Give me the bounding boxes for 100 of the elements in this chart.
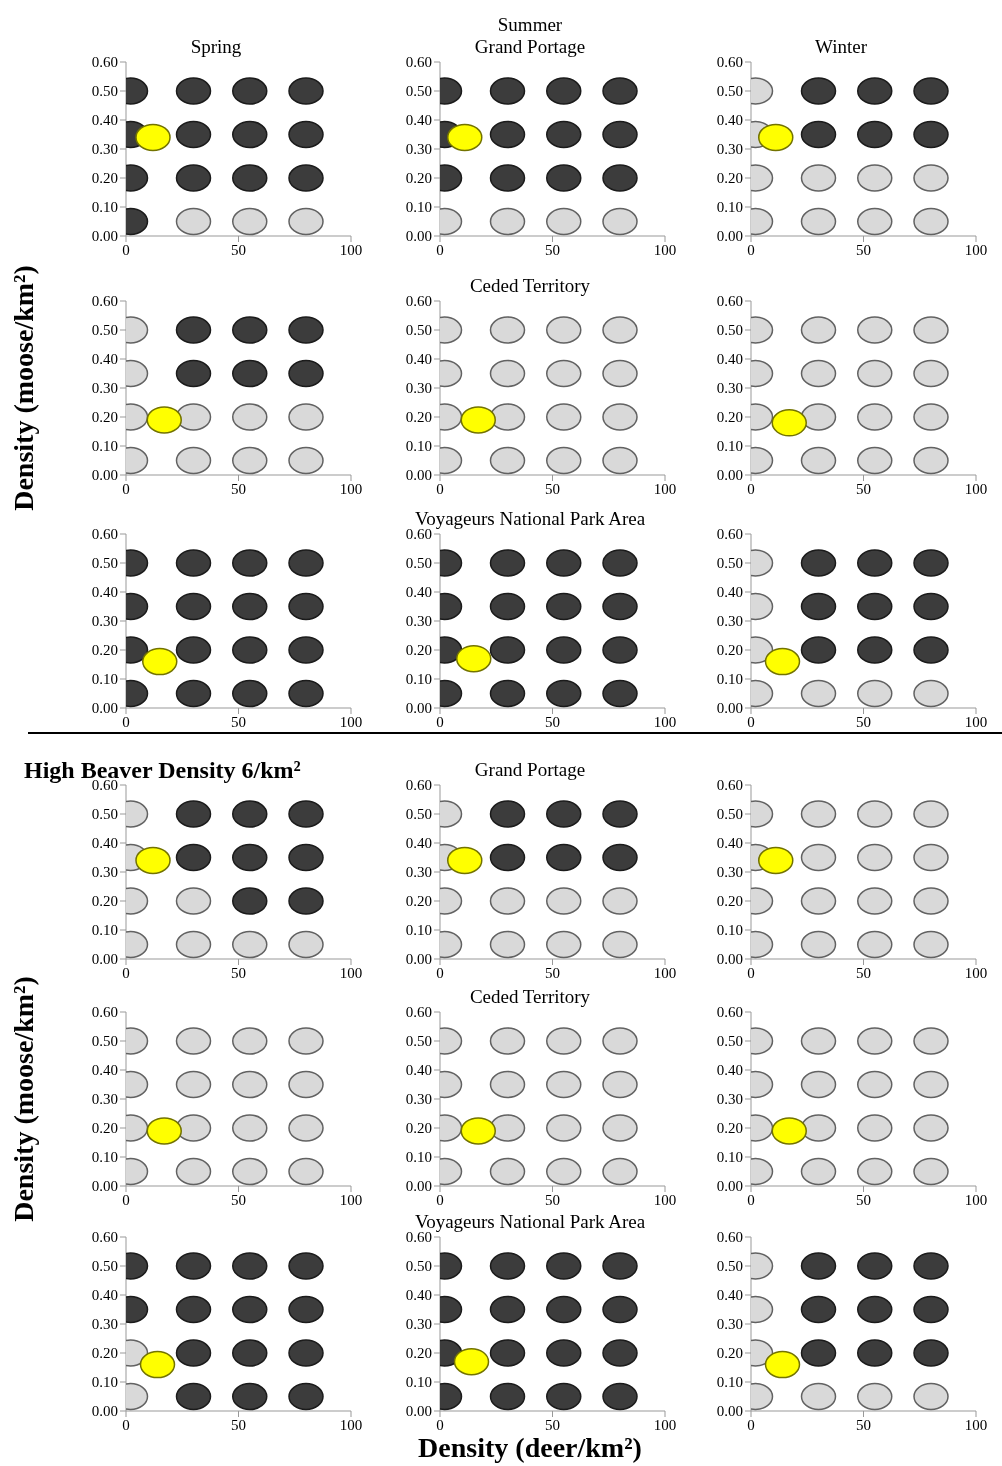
point xyxy=(175,1114,212,1142)
y-axis-title: Density (moose/km²) xyxy=(8,976,39,1222)
point xyxy=(857,636,893,664)
point xyxy=(602,120,638,149)
point xyxy=(546,316,582,344)
point xyxy=(232,1027,268,1055)
y-tick-label: 0.40 xyxy=(91,1287,118,1304)
point xyxy=(857,77,893,105)
y-tick-label: 0.40 xyxy=(405,584,432,601)
point xyxy=(288,1027,324,1055)
x-tick-label: 100 xyxy=(653,480,677,497)
x-tick-label: 50 xyxy=(231,964,246,981)
point xyxy=(857,1252,893,1280)
point xyxy=(175,843,212,872)
point xyxy=(288,446,324,475)
x-tick-label: 0 xyxy=(122,480,130,497)
point xyxy=(800,1157,837,1186)
x-tick-label: 0 xyxy=(747,1191,755,1208)
y-tick-label: 0.30 xyxy=(716,864,743,881)
y-tick-label: 0.00 xyxy=(716,700,743,717)
y-tick-label: 0.00 xyxy=(716,1178,743,1195)
x-tick-label: 100 xyxy=(964,964,988,981)
y-tick-label: 0.60 xyxy=(405,777,432,794)
point xyxy=(460,1117,496,1145)
point xyxy=(489,800,526,828)
point xyxy=(913,1157,949,1186)
point xyxy=(232,887,268,915)
point xyxy=(489,403,526,431)
point xyxy=(857,1157,893,1186)
y-tick-label: 0.60 xyxy=(716,54,743,71)
point xyxy=(489,1070,526,1099)
point xyxy=(602,207,638,236)
x-tick-label: 50 xyxy=(231,1191,246,1208)
y-tick-label: 0.00 xyxy=(405,951,432,968)
point xyxy=(913,207,949,236)
point xyxy=(546,403,582,431)
point xyxy=(857,164,893,192)
point xyxy=(288,800,324,828)
y-tick-label: 0.40 xyxy=(716,584,743,601)
y-tick-label: 0.50 xyxy=(716,1033,743,1050)
x-tick-label: 0 xyxy=(747,241,755,258)
y-tick-label: 0.30 xyxy=(405,864,432,881)
y-tick-label: 0.10 xyxy=(716,671,743,688)
point xyxy=(913,1114,949,1142)
point xyxy=(146,1117,182,1145)
y-tick-label: 0.50 xyxy=(91,806,118,823)
point xyxy=(800,887,837,915)
point xyxy=(175,1295,212,1324)
y-tick-label: 0.30 xyxy=(91,141,118,158)
point xyxy=(800,77,837,105)
point xyxy=(288,77,324,105)
point xyxy=(288,679,324,708)
y-tick-label: 0.30 xyxy=(716,1316,743,1333)
point xyxy=(913,77,949,105)
point xyxy=(602,1295,638,1324)
point xyxy=(913,887,949,915)
point xyxy=(232,679,268,708)
point xyxy=(800,930,837,959)
y-tick-label: 0.40 xyxy=(405,112,432,129)
x-tick-label: 0 xyxy=(436,1416,444,1433)
x-tick-label: 100 xyxy=(964,241,988,258)
y-tick-label: 0.00 xyxy=(405,1178,432,1195)
y-tick-label: 0.10 xyxy=(405,922,432,939)
y-tick-label: 0.60 xyxy=(91,526,118,543)
y-tick-label: 0.40 xyxy=(91,112,118,129)
chart-title: Winter xyxy=(815,36,867,57)
y-tick-label: 0.10 xyxy=(716,1374,743,1391)
point xyxy=(288,1070,324,1099)
point xyxy=(288,1252,324,1280)
x-tick-label: 50 xyxy=(231,241,246,258)
y-tick-label: 0.30 xyxy=(405,141,432,158)
point xyxy=(913,800,949,828)
point xyxy=(232,164,268,192)
point xyxy=(175,77,212,105)
point xyxy=(489,636,526,664)
point xyxy=(288,1114,324,1142)
point xyxy=(489,1252,526,1280)
y-tick-label: 0.00 xyxy=(91,700,118,717)
y-tick-label: 0.00 xyxy=(405,228,432,245)
point xyxy=(800,800,837,828)
point xyxy=(771,1117,807,1145)
point xyxy=(602,1339,638,1367)
y-tick-label: 0.20 xyxy=(405,409,432,426)
x-tick-label: 100 xyxy=(653,241,677,258)
point xyxy=(857,1027,893,1055)
point xyxy=(913,1339,949,1367)
x-tick-label: 50 xyxy=(856,241,871,258)
point xyxy=(913,1295,949,1324)
point xyxy=(546,843,582,872)
point xyxy=(857,316,893,344)
point xyxy=(232,1382,268,1411)
x-tick-label: 50 xyxy=(856,713,871,730)
point xyxy=(800,636,837,664)
point xyxy=(913,1027,949,1055)
point xyxy=(546,800,582,828)
point xyxy=(175,120,212,149)
y-tick-label: 0.20 xyxy=(91,642,118,659)
point xyxy=(800,592,837,621)
y-axis-title: Density (moose/km²) xyxy=(8,265,39,511)
y-tick-label: 0.10 xyxy=(91,1149,118,1166)
